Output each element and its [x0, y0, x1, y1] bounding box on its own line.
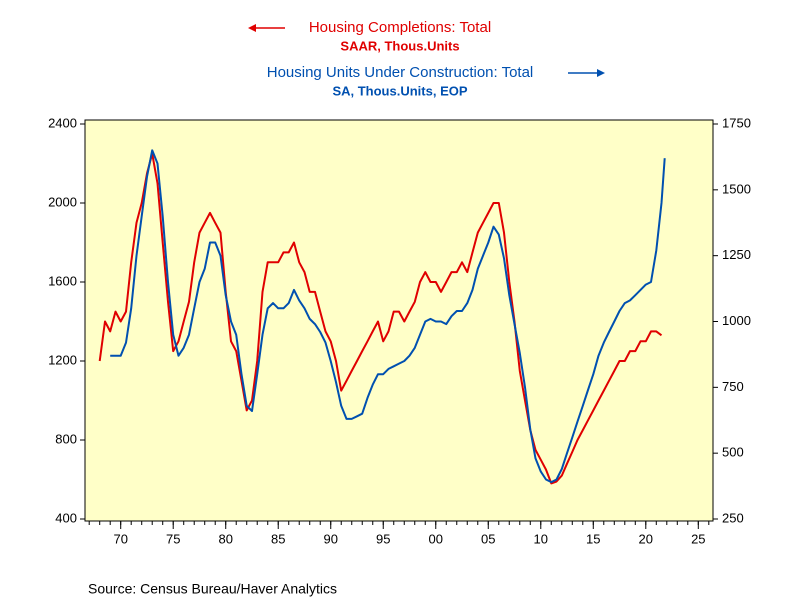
y-tick-label: 800	[55, 431, 77, 446]
source-note: Source: Census Bureau/Haver Analytics	[88, 581, 337, 597]
legend-arrow-left	[248, 24, 285, 32]
x-tick-label: 15	[586, 531, 600, 546]
legend-arrow-right	[568, 69, 605, 77]
legend-unit: SA, Thous.Units, EOP	[332, 83, 467, 98]
x-tick-label: 85	[271, 531, 285, 546]
x-tick-label: 05	[481, 531, 495, 546]
y2-tick-label: 1250	[722, 247, 751, 262]
y-tick-label: 400	[55, 510, 77, 525]
y-tick-label: 2000	[48, 194, 77, 209]
y2-tick-label: 1000	[722, 313, 751, 328]
x-tick-label: 25	[691, 531, 705, 546]
x-tick-label: 20	[639, 531, 653, 546]
y2-tick-label: 250	[722, 510, 744, 525]
x-tick-label: 00	[429, 531, 443, 546]
x-tick-label: 95	[376, 531, 390, 546]
x-tick-label: 10	[534, 531, 548, 546]
y-tick-label: 1200	[48, 352, 77, 367]
x-tick-label: 70	[113, 531, 127, 546]
plot-area	[84, 119, 714, 522]
y2-tick-label: 750	[722, 379, 744, 394]
series-line	[110, 149, 666, 484]
y2-tick-label: 1750	[722, 115, 751, 130]
series-line	[98, 152, 663, 485]
y-tick-label: 1600	[48, 273, 77, 288]
legend-label: Housing Units Under Construction: Total	[267, 64, 534, 81]
y-tick-label: 2400	[48, 115, 77, 130]
y2-tick-label: 1500	[722, 181, 751, 196]
legend-unit: SAAR, Thous.Units	[340, 38, 459, 53]
x-tick-label: 75	[166, 531, 180, 546]
x-tick-label: 80	[218, 531, 232, 546]
y2-tick-label: 500	[722, 445, 744, 460]
legend-label: Housing Completions: Total	[309, 19, 491, 36]
x-tick-label: 90	[324, 531, 338, 546]
